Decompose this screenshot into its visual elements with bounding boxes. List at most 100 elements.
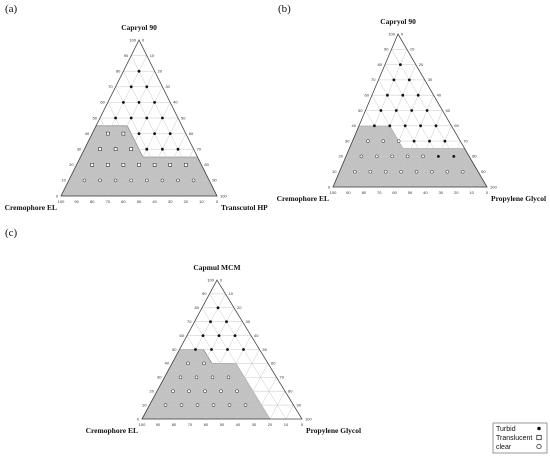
tick-bottom-40: 40: [423, 190, 428, 195]
data-point-clear: [390, 154, 394, 159]
data-point-turbid: [114, 116, 117, 120]
data-point-turbid: [403, 124, 407, 128]
gridline-right-70: [253, 377, 277, 420]
data-point-turbid: [386, 93, 389, 97]
data-point-clear: [430, 169, 434, 174]
data-point-turbid: [428, 139, 431, 143]
tick-right-90: 90: [297, 402, 302, 407]
tick-left-100: 100: [207, 277, 214, 282]
data-point-turbid: [194, 348, 197, 351]
tick-right-0: 0: [220, 277, 223, 282]
tick-left-80: 80: [116, 69, 121, 74]
tick-bottom-80: 80: [172, 422, 177, 427]
tick-bottom-20: 20: [184, 199, 189, 204]
tick-bottom-80: 80: [362, 190, 367, 195]
data-point-turbid: [201, 334, 205, 337]
tick-bottom-90: 90: [74, 199, 79, 204]
tick-bottom-60: 60: [392, 190, 397, 195]
data-point-translucent: [168, 163, 172, 167]
data-point-translucent: [90, 163, 94, 167]
data-point-clear: [445, 169, 450, 174]
tick-left-50: 50: [358, 108, 363, 113]
data-point-clear: [176, 178, 180, 183]
tick-right-30: 30: [246, 319, 251, 324]
data-point-turbid: [419, 124, 422, 128]
data-point-translucent: [129, 147, 133, 151]
data-point-translucent: [106, 131, 110, 136]
data-point-turbid: [137, 132, 141, 136]
tick-bottom-30: 30: [439, 190, 444, 195]
tick-right-100: 100: [490, 184, 497, 189]
data-point-turbid: [233, 334, 237, 337]
tick-right-70: 70: [197, 147, 202, 152]
tick-left-20: 20: [69, 162, 74, 167]
tick-bottom-100: 100: [139, 422, 146, 427]
ternary-panel-c: 0 0 0 10 10 10 20 20 20 30 30 30 40 40 40 50 50 50 60 60 60 7…: [5, 227, 361, 435]
data-point-turbid: [225, 320, 228, 324]
gridline-right-90: [471, 171, 479, 188]
legend-turbid-marker: [537, 426, 541, 431]
data-point-clear: [171, 389, 175, 393]
tick-right-100: 100: [220, 193, 227, 198]
gridline-left-50: [365, 110, 411, 188]
data-point-clear: [226, 375, 231, 380]
tick-right-100: 100: [305, 416, 312, 421]
data-point-turbid: [379, 109, 383, 112]
data-point-translucent: [137, 163, 141, 167]
data-point-clear: [366, 139, 370, 143]
triangle-outline: [332, 33, 488, 188]
tick-left-40: 40: [85, 131, 90, 136]
data-point-turbid: [122, 101, 125, 104]
data-point-clear: [219, 389, 223, 393]
tick-left-50: 50: [172, 347, 177, 352]
tick-left-90: 90: [124, 53, 129, 58]
data-point-clear: [113, 178, 118, 183]
data-point-clear: [129, 178, 133, 183]
data-point-turbid: [137, 101, 141, 104]
gridline-right-10: [157, 293, 226, 420]
data-point-turbid: [407, 78, 411, 82]
axis-label-top: Capmul MCM: [193, 263, 240, 272]
data-point-clear: [203, 389, 207, 393]
tick-right-60: 60: [189, 131, 194, 136]
legend-label-translucent: Translucent: [496, 435, 532, 442]
data-point-turbid: [176, 147, 180, 151]
tick-left-100: 100: [388, 31, 395, 36]
tick-bottom-50: 50: [220, 422, 225, 427]
tick-bottom-10: 10: [199, 199, 204, 204]
data-point-translucent: [184, 163, 188, 167]
tick-bottom-10: 10: [469, 190, 474, 195]
tick-right-20: 20: [237, 305, 242, 310]
tick-right-40: 40: [173, 100, 178, 105]
tick-left-60: 60: [100, 100, 105, 105]
legend-clear-marker: [536, 443, 542, 450]
tick-right-30: 30: [428, 77, 433, 82]
translucent-region: [60, 125, 218, 197]
tick-right-0: 0: [401, 31, 404, 36]
tick-left-40: 40: [352, 123, 357, 128]
data-point-turbid: [145, 116, 149, 120]
data-point-turbid: [416, 93, 420, 97]
data-point-turbid: [394, 109, 398, 112]
tick-bottom-100: 100: [58, 199, 65, 204]
tick-left-60: 60: [365, 93, 370, 98]
data-point-turbid: [242, 348, 245, 351]
tick-bottom-80: 80: [90, 199, 95, 204]
tick-left-0: 0: [328, 184, 331, 189]
data-point-clear: [359, 154, 364, 159]
gridline-left-90: [149, 404, 159, 420]
gridline-right-60: [237, 363, 269, 420]
tick-right-70: 70: [280, 375, 285, 380]
tick-bottom-30: 30: [252, 422, 257, 427]
tick-bottom-90: 90: [156, 422, 161, 427]
gridline-left-30: [378, 79, 442, 188]
tick-bottom-90: 90: [346, 190, 351, 195]
tick-right-60: 60: [271, 361, 276, 366]
tick-left-90: 90: [384, 47, 389, 52]
data-point-turbid: [373, 124, 376, 128]
triangle-outline: [141, 279, 303, 420]
ternary-panel-a: 0 0 0 10 10 10 20 20 20 30 30 30 40 40 40 50 50 50 60 60 60 7…: [5, 3, 269, 212]
gridline-left-70: [164, 377, 191, 420]
data-point-turbid: [392, 78, 396, 82]
